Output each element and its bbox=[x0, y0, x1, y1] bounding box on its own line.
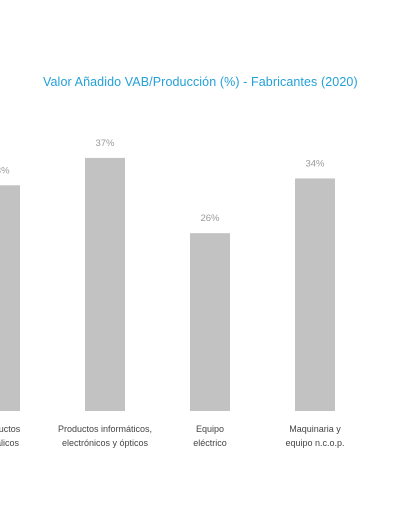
category-label-0-line-1: metálicos bbox=[0, 438, 20, 448]
bar-2 bbox=[190, 233, 230, 411]
data-label-3: 34% bbox=[305, 158, 325, 169]
category-label-2-line-1: eléctrico bbox=[193, 438, 227, 448]
chart-title: Valor Añadido VAB/Producción (%) - Fabri… bbox=[43, 75, 358, 89]
category-label-3-line-1: equipo n.c.o.p. bbox=[285, 438, 344, 448]
category-label-0-line-0: Productos bbox=[0, 424, 21, 434]
category-label-2-line-0: Equipo bbox=[196, 424, 224, 434]
bar-1 bbox=[85, 157, 125, 411]
category-label-1-line-1: electrónicos y ópticos bbox=[62, 438, 149, 448]
data-label-2: 26% bbox=[200, 213, 220, 224]
bar-0 bbox=[0, 185, 20, 411]
category-label-3-line-0: Maquinaria y bbox=[289, 424, 341, 434]
data-label-0: 33% bbox=[0, 165, 10, 176]
bar-3 bbox=[295, 178, 335, 411]
category-label-1-line-0: Productos informáticos, bbox=[58, 424, 152, 434]
data-label-1: 37% bbox=[95, 138, 115, 149]
